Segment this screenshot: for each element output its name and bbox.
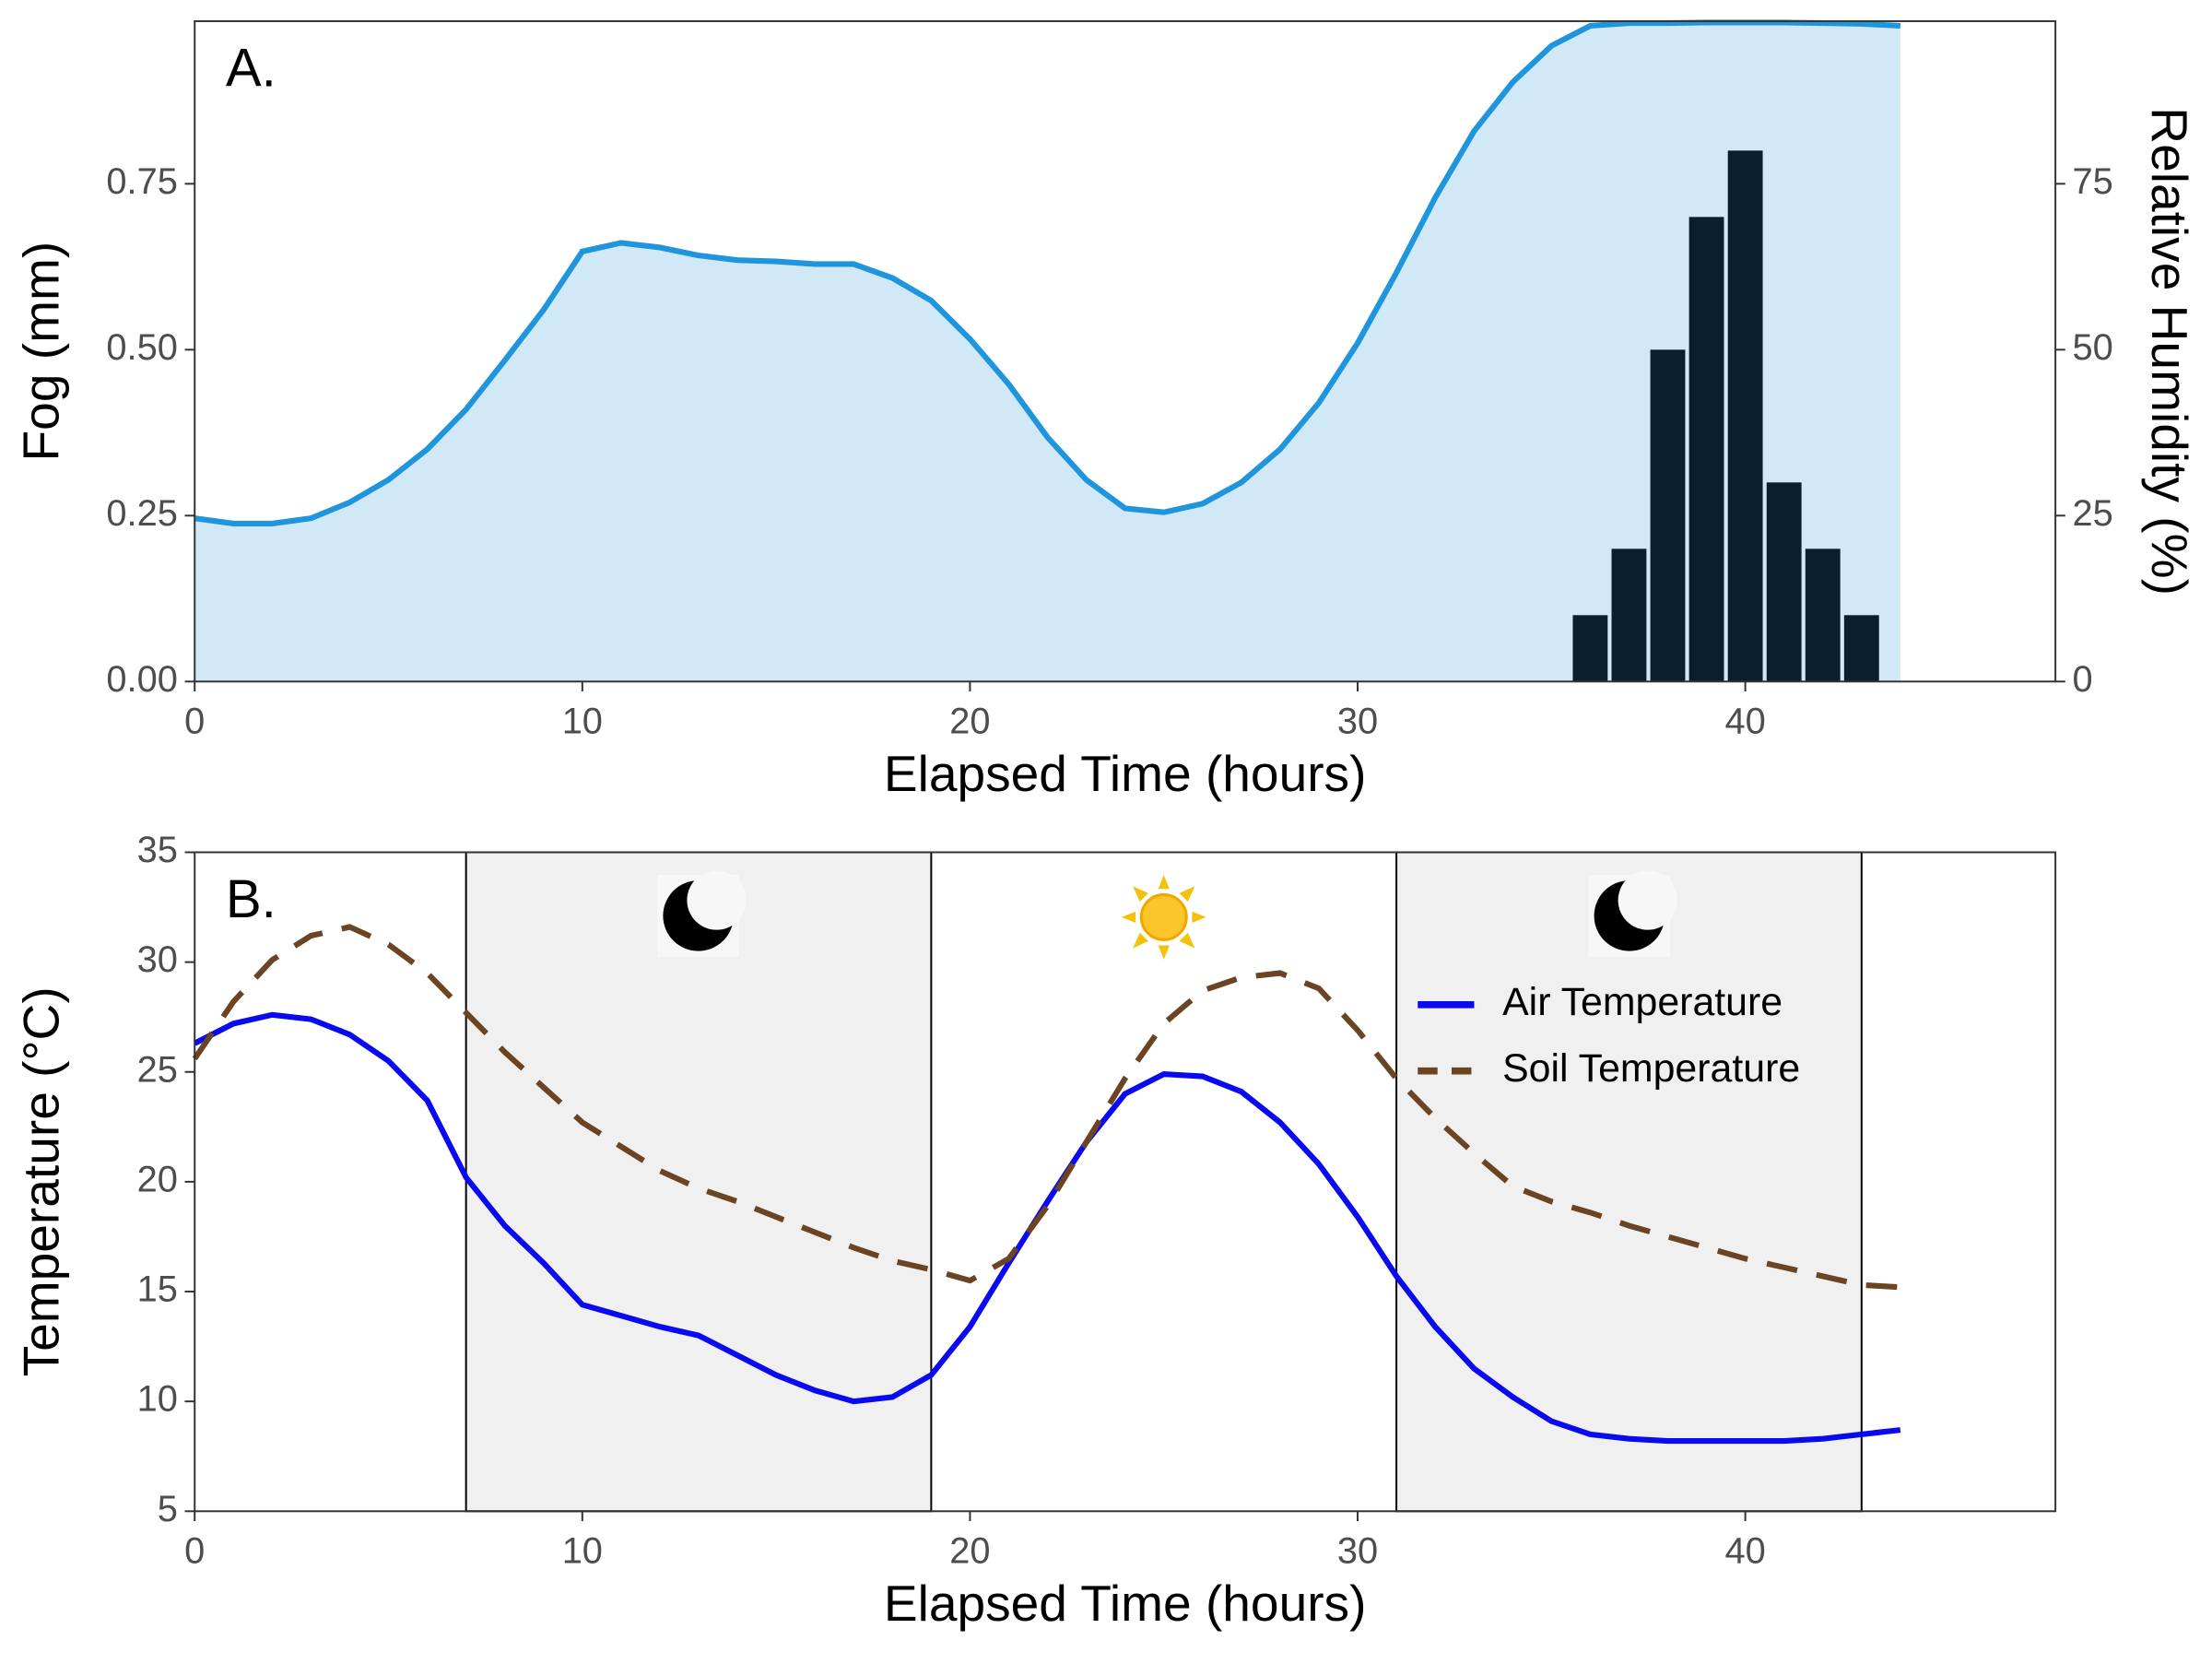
x-tick-label: 40	[1724, 1531, 1765, 1572]
temperature-line	[192, 924, 1901, 1291]
x-tick-label: 0	[184, 1531, 205, 1572]
y-tick-label: 0.25	[106, 493, 177, 534]
y-tick-label: 0.50	[106, 327, 177, 368]
fog-bar	[1766, 482, 1802, 682]
moon-cut	[1618, 870, 1677, 930]
y-tick-label: 25	[137, 1049, 178, 1090]
fog-bar	[1572, 615, 1608, 682]
humidity-line	[194, 19, 1901, 527]
x-axis-title: Elapsed Time (hours)	[884, 1575, 1367, 1632]
legend-label: Air Temperature	[1502, 980, 1783, 1024]
fog-bar	[1805, 549, 1841, 682]
x-tick-label: 0	[184, 702, 205, 742]
y-tick-label: 20	[137, 1159, 178, 1199]
y-tick-label: 10	[137, 1379, 178, 1420]
fog-bar	[1688, 217, 1724, 682]
x-tick-label: 20	[949, 702, 990, 742]
y2-tick-label: 0	[2072, 659, 2092, 700]
y-tick-label: 0.00	[106, 659, 177, 700]
x-tick-label: 30	[1337, 1531, 1378, 1572]
y2-tick-label: 50	[2072, 327, 2112, 368]
day-night-icons	[657, 870, 1677, 960]
fog-bar	[1843, 615, 1879, 682]
panel-label: A.	[226, 38, 276, 98]
y-tick-label: 35	[137, 830, 178, 870]
x-tick-label: 10	[562, 702, 603, 742]
y-axis-title: Fog (mm)	[13, 242, 70, 462]
x-tick-label: 20	[949, 1531, 990, 1572]
fog-bar	[1611, 549, 1647, 682]
x-tick-label: 40	[1724, 702, 1765, 742]
moon-cut	[687, 870, 747, 930]
sun	[1121, 874, 1206, 960]
y2-axis-title: Relative Humidity (%)	[2141, 107, 2198, 596]
plot-frame	[194, 19, 2057, 683]
panel-label: B.	[226, 869, 276, 929]
x-axis-title: Elapsed Time (hours)	[884, 745, 1367, 802]
y2-tick-label: 25	[2072, 493, 2112, 534]
y2-tick-label: 75	[2072, 161, 2112, 202]
night-band	[1395, 851, 1863, 1513]
x-tick-label: 10	[562, 1531, 603, 1572]
y-axis-title: Temperature (°C)	[13, 986, 70, 1376]
legend-label: Soil Temperature	[1502, 1046, 1800, 1091]
y-tick-label: 15	[137, 1269, 178, 1310]
y-tick-label: 0.75	[106, 161, 177, 202]
y-tick-label: 5	[158, 1489, 178, 1529]
x-tick-label: 30	[1337, 702, 1378, 742]
temperature-line	[193, 1011, 1901, 1445]
humidity-area	[194, 22, 1900, 682]
y-tick-label: 30	[137, 939, 178, 980]
fog-bar	[1727, 150, 1763, 682]
fog-bar	[1650, 349, 1686, 682]
